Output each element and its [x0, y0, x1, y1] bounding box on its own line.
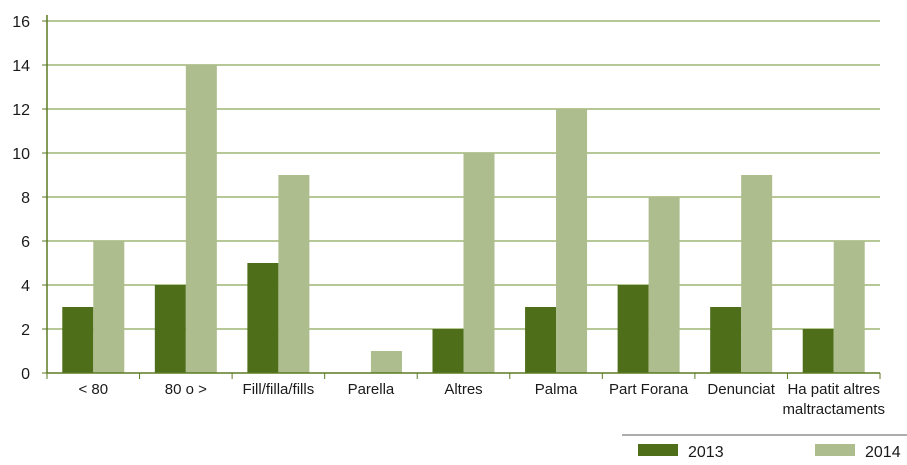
bar-2013-7 — [710, 307, 742, 373]
y-tick-labels: 0 2 4 6 8 10 12 14 16 — [12, 14, 30, 383]
bar-2013-1 — [154, 285, 186, 373]
x-category-label: Denunciat — [707, 381, 775, 398]
bars — [62, 65, 865, 373]
legend-swatch-2013 — [638, 444, 678, 456]
y-tick-label: 0 — [21, 366, 30, 383]
bar-2013-0 — [62, 307, 94, 373]
x-category-label: Part Forana — [609, 381, 689, 398]
legend: 2013 2014 — [622, 434, 907, 461]
bar-2014-4 — [463, 153, 495, 373]
y-tick-label: 6 — [21, 234, 30, 251]
y-tick-label: 10 — [12, 146, 30, 163]
y-tick-label: 2 — [21, 322, 30, 339]
bar-2014-3 — [370, 351, 402, 373]
y-tick-label: 12 — [12, 102, 30, 119]
bar-2014-5 — [556, 109, 588, 373]
legend-label-2014: 2014 — [865, 444, 901, 461]
x-category-label: maltractaments — [782, 401, 885, 418]
bar-2013-2 — [247, 263, 279, 373]
x-category-label: Palma — [535, 381, 578, 398]
x-category-label: Parella — [348, 381, 395, 398]
y-tick-label: 8 — [21, 190, 30, 207]
x-category-label: 80 o > — [165, 381, 207, 398]
bar-2014-1 — [185, 65, 217, 373]
y-tick-label: 14 — [12, 58, 30, 75]
axes — [42, 15, 881, 379]
bar-2014-7 — [741, 175, 773, 373]
x-category-labels: < 80 80 o > Fill/filla/fills Parella Altres P… — [78, 381, 885, 418]
x-category-label: Altres — [444, 381, 482, 398]
legend-label-2013: 2013 — [688, 444, 724, 461]
bar-2014-2 — [278, 175, 310, 373]
bar-2014-6 — [648, 197, 680, 373]
bar-2014-8 — [833, 241, 865, 373]
bar-2014-0 — [93, 241, 125, 373]
x-category-label: Fill/filla/fills — [243, 381, 315, 398]
bar-2013-4 — [432, 329, 464, 373]
legend-swatch-2014 — [815, 444, 855, 456]
y-tick-label: 16 — [12, 14, 30, 31]
x-category-label: Ha patit altres — [787, 381, 880, 398]
bar-2013-6 — [617, 285, 649, 373]
y-tick-label: 4 — [21, 278, 30, 295]
bar-2013-5 — [525, 307, 557, 373]
x-category-label: < 80 — [78, 381, 108, 398]
bar-2013-8 — [802, 329, 834, 373]
